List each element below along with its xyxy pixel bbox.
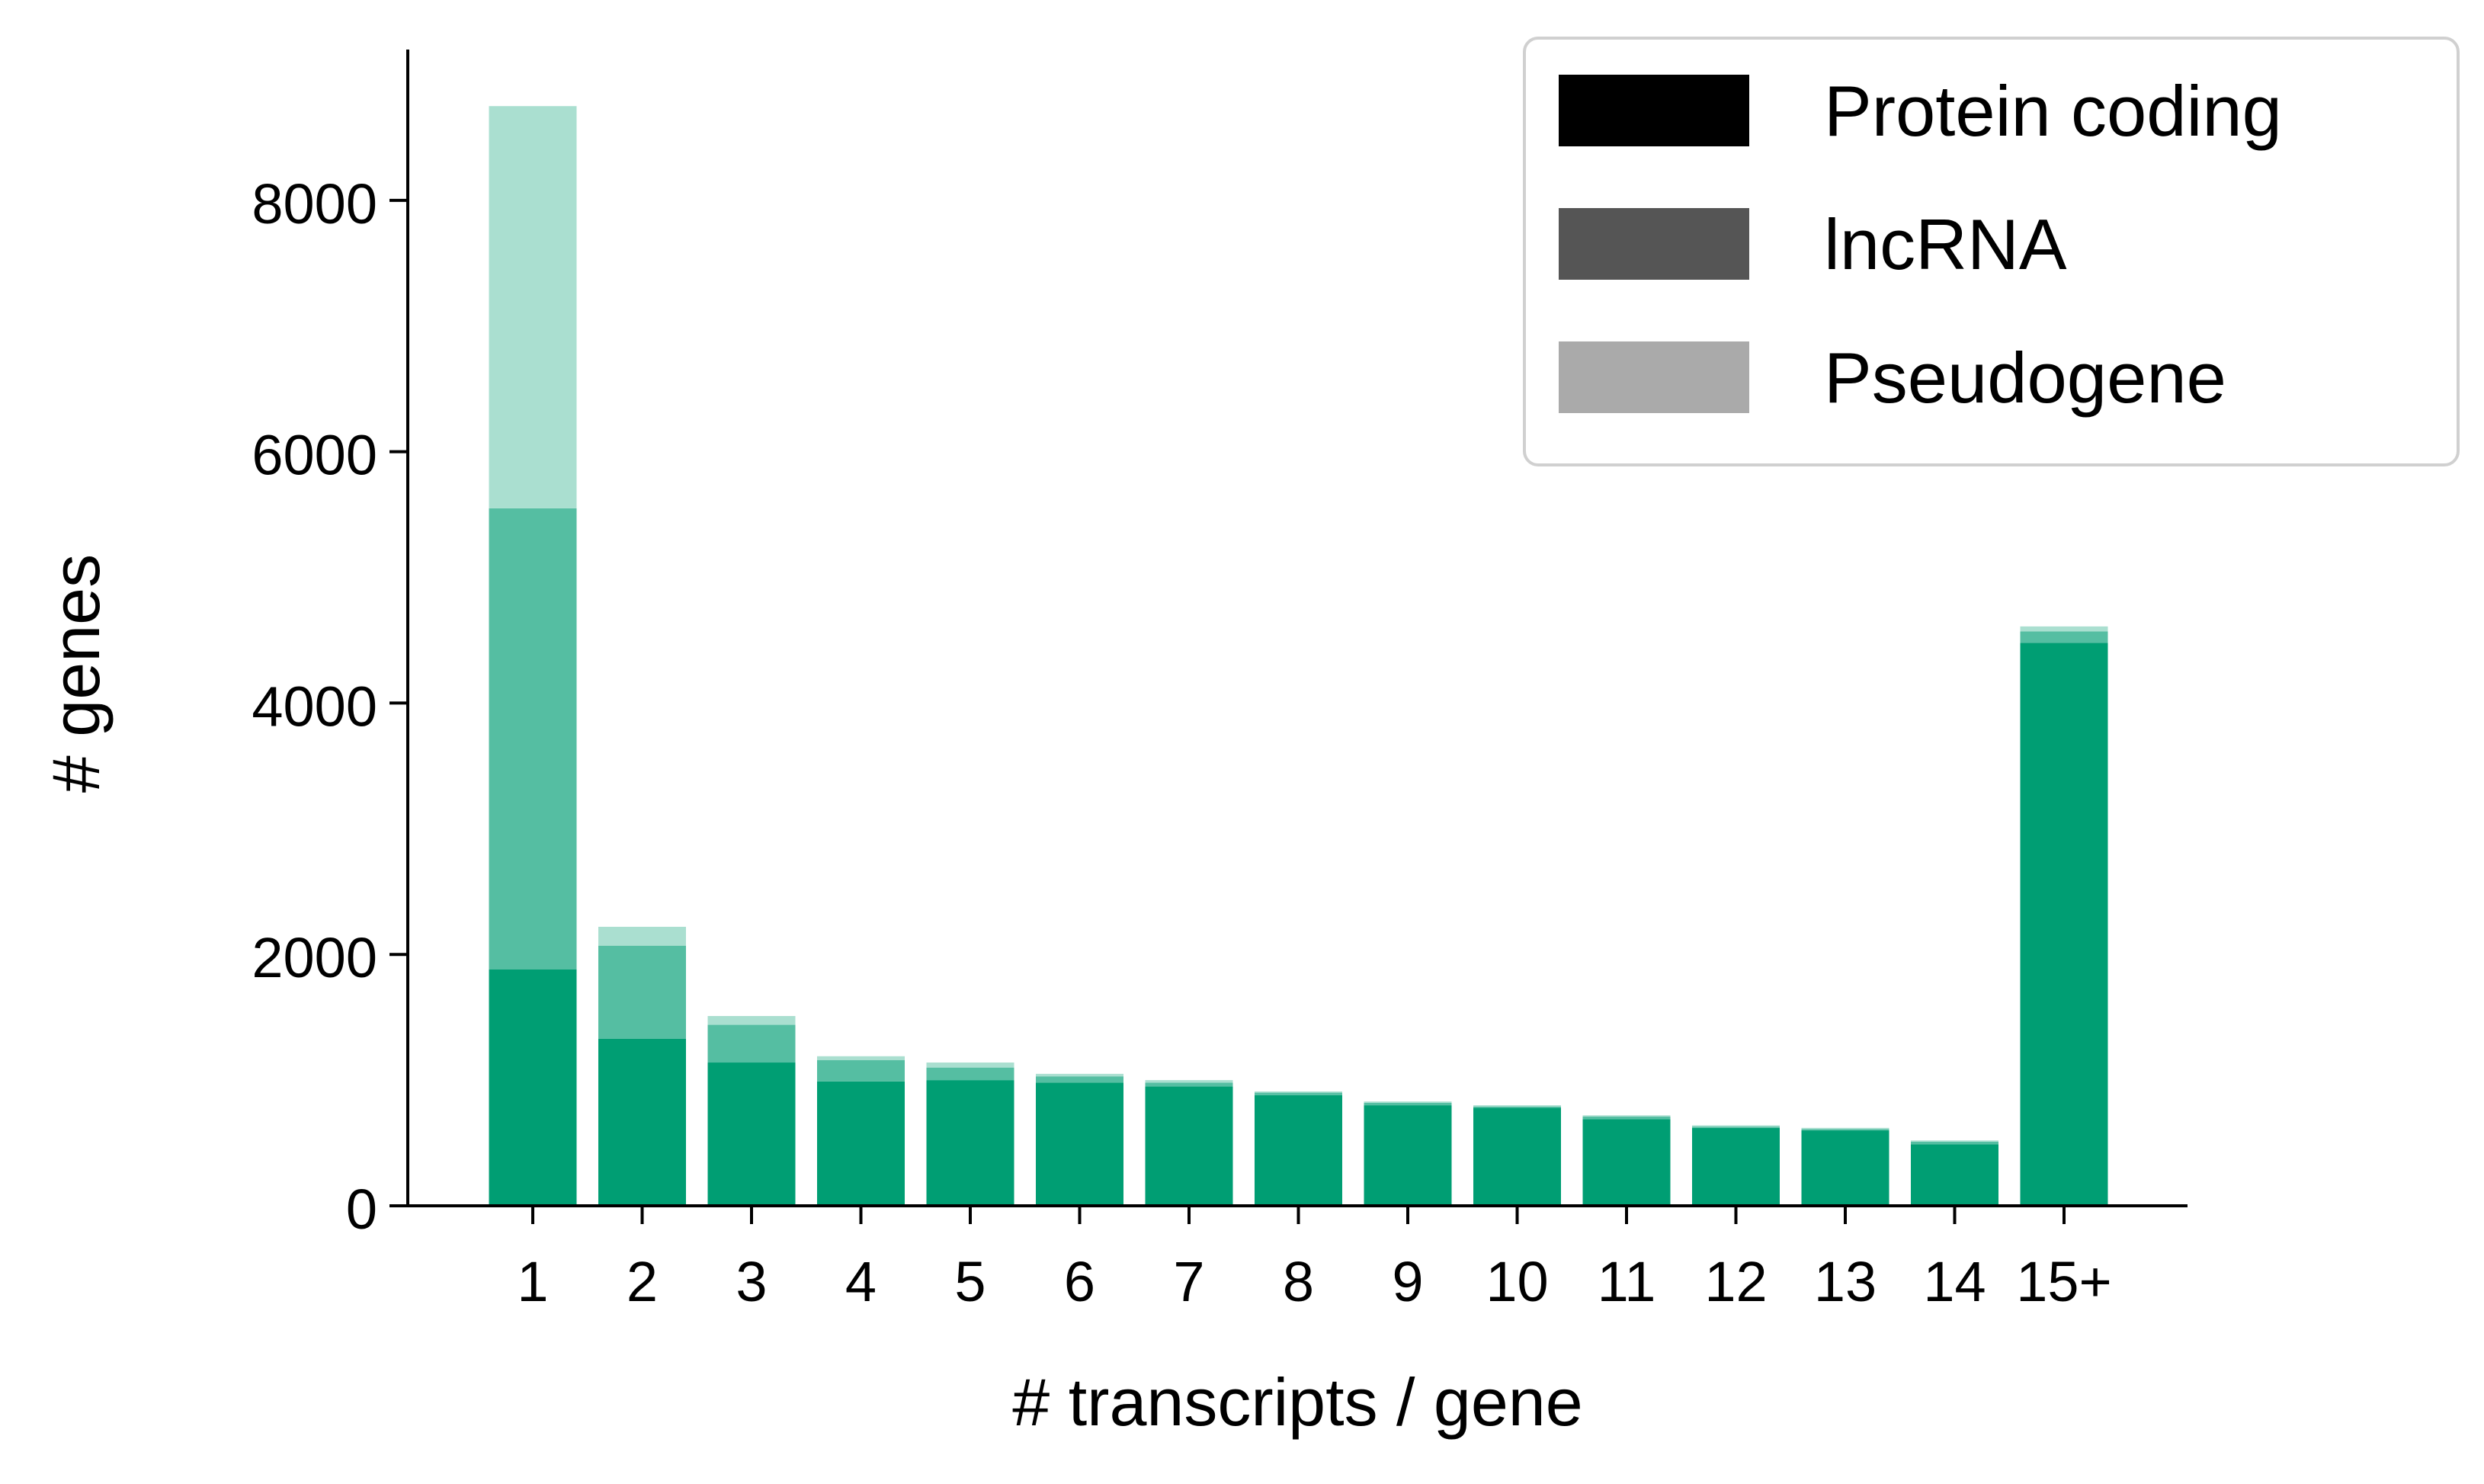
y-axis-title: # genes	[38, 554, 114, 793]
y-tick-label: 2000	[252, 926, 377, 989]
bar-15+-series-0	[2020, 643, 2108, 1206]
x-tick-label: 9	[1392, 1250, 1423, 1313]
bar-4-series-0	[817, 1081, 905, 1206]
x-tick-label: 8	[1283, 1250, 1314, 1313]
x-tick-label: 2	[627, 1250, 658, 1313]
bars-group	[489, 106, 2108, 1206]
legend-label: Pseudogene	[1824, 338, 2226, 418]
bar-13-series-2	[1801, 1127, 1889, 1130]
bar-9-series-0	[1364, 1105, 1452, 1206]
x-tick-label: 7	[1173, 1250, 1204, 1313]
bar-10-series-1	[1473, 1106, 1561, 1108]
bar-1-series-1	[489, 508, 577, 970]
y-tick-label: 8000	[252, 172, 377, 236]
bar-11-series-1	[1582, 1116, 1671, 1120]
bar-5-series-1	[926, 1067, 1014, 1081]
legend-frame	[1523, 37, 2460, 466]
bar-9-series-2	[1364, 1101, 1452, 1103]
bar-14-series-1	[1911, 1141, 1998, 1145]
bar-6-series-0	[1036, 1082, 1123, 1206]
legend-label: lncRNA	[1824, 204, 2067, 284]
bar-12-series-0	[1692, 1127, 1780, 1206]
x-tick-label: 10	[1486, 1250, 1548, 1313]
bar-2-series-1	[598, 945, 686, 1039]
x-tick-label: 5	[954, 1250, 986, 1313]
bar-3-series-1	[707, 1024, 796, 1063]
bar-15+-series-2	[2020, 626, 2108, 632]
bar-14-series-2	[1911, 1140, 1998, 1142]
bar-6-series-1	[1036, 1076, 1123, 1083]
x-tick-label: 13	[1814, 1250, 1877, 1313]
x-tick-label: 14	[1923, 1250, 1986, 1313]
x-tick-label: 1	[517, 1250, 548, 1313]
bar-8-series-2	[1255, 1091, 1342, 1093]
bar-5-series-0	[926, 1080, 1014, 1206]
bar-15+-series-1	[2020, 631, 2108, 643]
bar-12-series-2	[1692, 1125, 1780, 1127]
bar-1-series-0	[489, 970, 577, 1206]
bar-14-series-0	[1911, 1144, 1998, 1206]
legend-label: Protein coding	[1824, 71, 2282, 151]
x-tick-label: 12	[1704, 1250, 1767, 1313]
bar-9-series-1	[1364, 1102, 1452, 1106]
x-tick-label: 11	[1598, 1250, 1656, 1313]
bar-4-series-1	[817, 1059, 905, 1082]
bar-4-series-2	[817, 1056, 905, 1060]
y-tick-label: 6000	[252, 424, 377, 487]
bar-6-series-2	[1036, 1073, 1123, 1077]
y-tick-label: 4000	[252, 675, 377, 738]
bar-8-series-0	[1255, 1095, 1342, 1206]
bar-7-series-0	[1145, 1086, 1233, 1206]
bar-8-series-1	[1255, 1092, 1342, 1095]
legend-swatch	[1559, 75, 1749, 146]
legend: Protein coding lncRNA Pseudogene	[1523, 37, 2460, 466]
legend-swatch	[1559, 208, 1749, 280]
bar-1-series-2	[489, 106, 577, 508]
bar-12-series-1	[1692, 1127, 1780, 1128]
bar-3-series-2	[707, 1016, 796, 1025]
x-tick-label: 3	[736, 1250, 767, 1313]
x-tick-label: 4	[845, 1250, 877, 1313]
bar-2-series-0	[598, 1038, 686, 1206]
x-axis-title: # transcripts / gene	[1012, 1364, 1582, 1440]
x-tick-label: 6	[1064, 1250, 1095, 1313]
bar-5-series-2	[926, 1063, 1014, 1068]
bar-11-series-0	[1582, 1119, 1671, 1206]
bar-3-series-0	[707, 1063, 796, 1206]
bar-13-series-0	[1801, 1130, 1889, 1206]
bar-7-series-2	[1145, 1080, 1233, 1083]
bar-2-series-2	[598, 926, 686, 946]
bar-10-series-0	[1473, 1107, 1561, 1206]
legend-swatch	[1559, 341, 1749, 413]
x-tick-label: 15+	[2016, 1250, 2112, 1313]
bar-13-series-1	[1801, 1129, 1889, 1131]
bar-10-series-2	[1473, 1105, 1561, 1107]
bar-7-series-1	[1145, 1082, 1233, 1087]
bar-11-series-2	[1582, 1115, 1671, 1117]
y-tick-label: 0	[346, 1178, 377, 1241]
